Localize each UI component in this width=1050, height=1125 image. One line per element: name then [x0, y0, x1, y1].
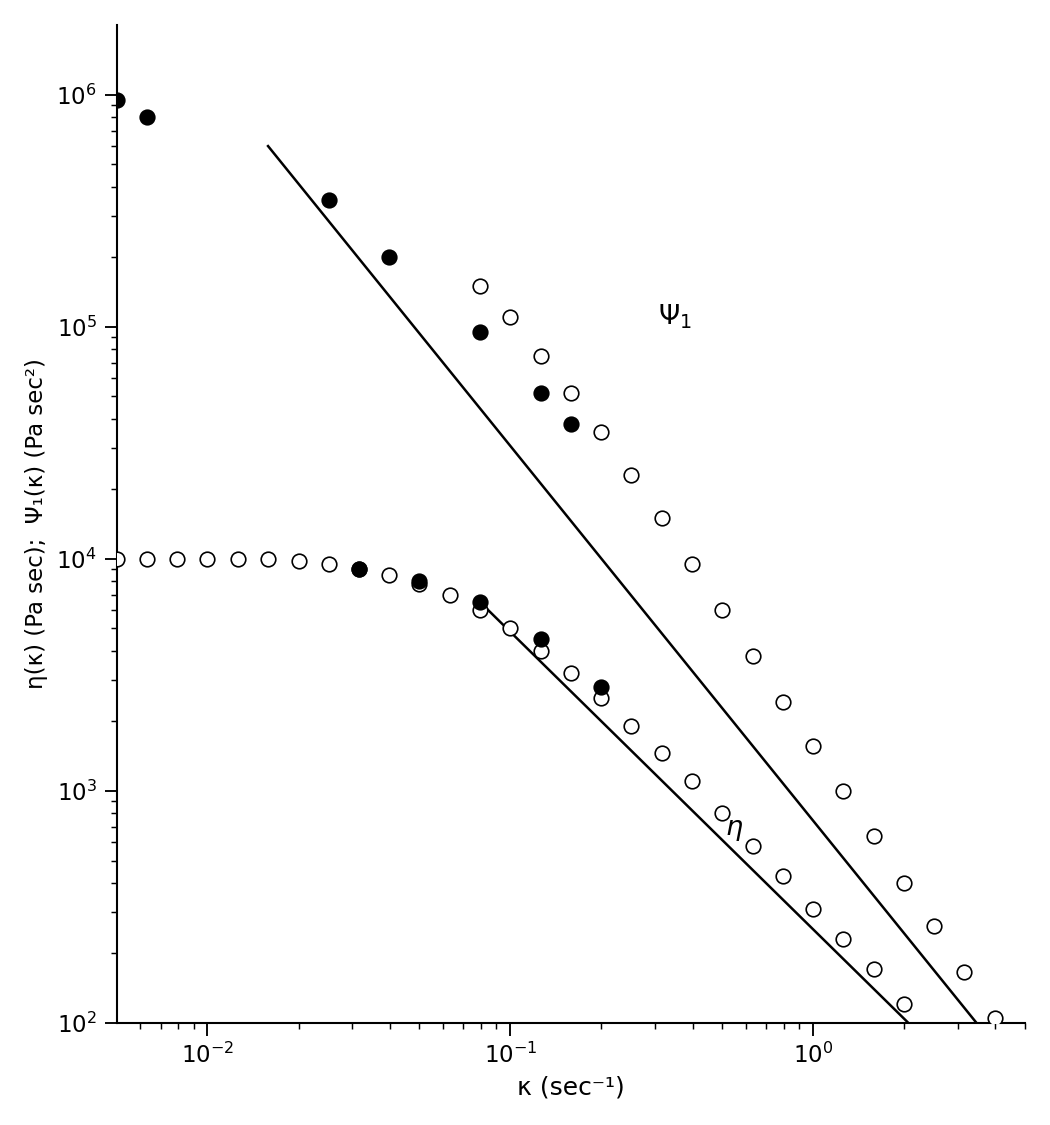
Text: $\Psi_1$: $\Psi_1$ [658, 303, 692, 331]
X-axis label: κ (sec⁻¹): κ (sec⁻¹) [517, 1076, 625, 1100]
Text: $\eta$: $\eta$ [726, 817, 743, 843]
Y-axis label: η(κ) (Pa sec);  Ψ₁(κ) (Pa sec²): η(κ) (Pa sec); Ψ₁(κ) (Pa sec²) [25, 359, 48, 690]
